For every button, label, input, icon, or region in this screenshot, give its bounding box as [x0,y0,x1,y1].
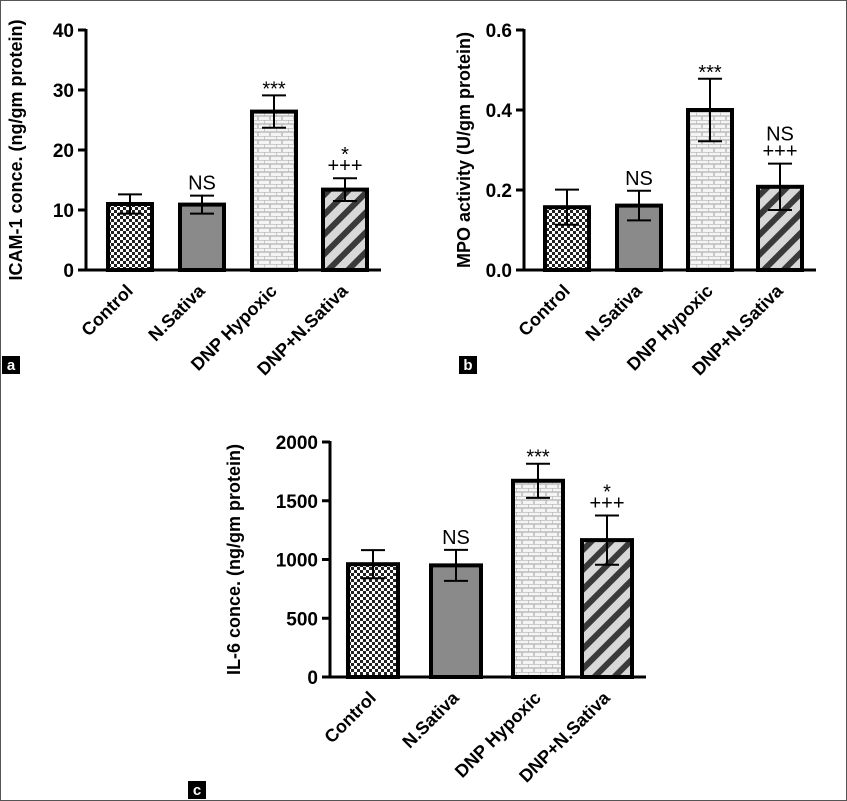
significance-label: * [603,481,611,503]
y-tick-label: 0.2 [486,181,512,202]
panel-tag-letter: b [463,357,472,374]
chart-panel-a: 0 10 20 30 40 ICAM-1 conce. (ng/gm protein) Co… [2,19,381,379]
y-tick-label: 1500 [276,492,318,513]
bar-control [346,562,400,680]
y-axis-title: ICAM-1 conce. (ng/gm protein) [6,19,26,280]
chart-panel-c: 0 500 1000 1500 2000 IL-6 conce. (ng/gm prote… [188,433,646,799]
y-tick-label: 2000 [276,433,318,454]
panel-tag-letter: c [193,782,201,799]
x-category-label: Control [320,688,379,747]
chart-panel-b: 0.0 0.2 0.4 0.6 MPO activity (U/gm protein) C… [454,21,816,379]
significance-label: +++ [327,155,362,177]
x-category-label: N.Sativa [144,280,209,345]
y-tick-label: 0 [63,261,74,282]
y-tick-label: 500 [286,609,318,630]
significance-label: *** [262,78,286,100]
panel-tag-letter: a [7,357,16,374]
y-axis-title: IL-6 conce. (ng/gm protein) [224,444,244,675]
x-category-label: N.Sativa [398,687,463,752]
significance-label: NS [188,173,216,195]
y-tick-label: 40 [53,21,74,42]
y-tick-label: 0 [307,668,318,689]
y-axis-title: MPO activity (U/gm protein) [454,32,474,268]
significance-label: * [341,144,349,166]
bar-n-sativa [429,563,483,679]
significance-label: NS [442,527,470,549]
panel-tag-background [459,356,477,374]
significance-label: +++ [762,141,797,163]
significance-label: NS [766,124,794,146]
panel-tag-background [2,356,20,374]
bar-control [106,202,154,272]
y-tick-label: 10 [53,201,74,222]
y-tick-label: 0.4 [486,101,513,122]
significance-label: *** [698,62,722,84]
significance-label: *** [526,447,550,469]
x-category-label: Control [77,281,136,340]
x-category-label: Control [514,281,573,340]
y-tick-label: 0.6 [486,21,512,42]
y-tick-label: 1000 [276,551,318,572]
y-tick-label: 20 [53,141,74,162]
bar-dnp-hypoxic [250,109,298,272]
panel-tag-background [188,781,206,799]
bar-dnp-hypoxic [511,478,565,679]
y-tick-label: 0.0 [486,261,512,282]
significance-label: NS [625,168,653,190]
bar-dnp-n-sativa [321,187,369,273]
significance-label: +++ [589,492,624,514]
x-category-label: N.Sativa [581,280,646,345]
y-tick-label: 30 [53,81,74,102]
chart-panels: 0 10 20 30 40 ICAM-1 conce. (ng/gm protein) Co… [2,19,816,799]
